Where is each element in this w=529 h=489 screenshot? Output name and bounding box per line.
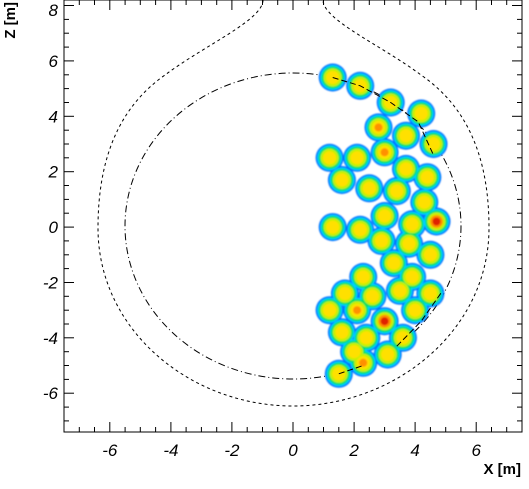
- track-segment: [396, 290, 444, 347]
- heat-blob: [362, 181, 376, 195]
- heat-blob: [399, 162, 413, 176]
- y-tick-label: -6: [43, 384, 59, 403]
- heat-blob: [399, 129, 413, 143]
- heat-blob: [359, 331, 373, 345]
- heat-blob: [378, 209, 392, 223]
- heat-blob: [365, 289, 379, 303]
- heat-blob: [335, 173, 349, 187]
- track-segment: [332, 77, 434, 156]
- plot-background: [64, 0, 522, 432]
- y-tick-label: 6: [49, 52, 59, 71]
- heat-blob: [380, 317, 389, 326]
- x-tick-label: -6: [102, 441, 118, 460]
- x-tick-label: 4: [410, 441, 419, 460]
- x-tick-label: 6: [471, 441, 481, 460]
- heat-blob: [408, 303, 422, 317]
- heat-blob: [359, 358, 368, 367]
- track-layer: [332, 77, 444, 375]
- heat-blob: [414, 107, 428, 120]
- y-tick-label: 8: [49, 1, 59, 20]
- heat-blob: [423, 248, 437, 262]
- heat-blob: [347, 345, 361, 359]
- x-tick-label: -4: [163, 441, 178, 460]
- y-tick-label: 4: [49, 107, 58, 126]
- heat-blob: [375, 234, 388, 248]
- heat-blob: [402, 237, 416, 251]
- heat-blob: [417, 195, 431, 209]
- heat-blob: [353, 306, 362, 315]
- x-tick-label: 0: [288, 441, 298, 460]
- y-axis-ticks: -6 -4 -2 0 2 4 6 8: [43, 1, 522, 422]
- blob-layer: [315, 63, 451, 388]
- heat-blob: [381, 348, 395, 361]
- heat-blob: [396, 331, 410, 345]
- x-axis-ticks: -6 -4 -2 0 2 4 6: [78, 0, 508, 460]
- heat-blob: [350, 151, 364, 165]
- y-axis-title: Z [m]: [2, 2, 19, 39]
- x-axis-title: X [m]: [484, 461, 522, 478]
- heat-blob: [427, 137, 440, 151]
- heat-blob: [323, 151, 337, 165]
- heat-blob: [353, 223, 367, 237]
- track-segment: [338, 365, 364, 375]
- heat-blob: [405, 270, 419, 284]
- x-tick-label: 2: [348, 441, 359, 460]
- heat-blob: [374, 123, 383, 132]
- y-tick-label: -4: [43, 329, 58, 348]
- heat-blob: [380, 148, 389, 157]
- y-tick-label: 2: [48, 163, 59, 182]
- heat-blob: [387, 256, 401, 270]
- heat-blob: [335, 325, 349, 339]
- heat-blob: [423, 287, 437, 300]
- heat-blob: [338, 287, 352, 300]
- heat-blob: [405, 217, 419, 231]
- y-tick-label: -2: [43, 274, 59, 293]
- x-tick-label: -2: [224, 441, 240, 460]
- heat-blob: [432, 217, 441, 226]
- heat-blob: [326, 220, 340, 234]
- heat-blob: [393, 284, 407, 298]
- y-tick-label: 0: [49, 218, 59, 237]
- heat-blob: [356, 270, 370, 284]
- heat-blob: [420, 170, 434, 184]
- heat-blob: [323, 303, 337, 317]
- inner-circle: [124, 72, 462, 380]
- heat-blob: [390, 184, 404, 198]
